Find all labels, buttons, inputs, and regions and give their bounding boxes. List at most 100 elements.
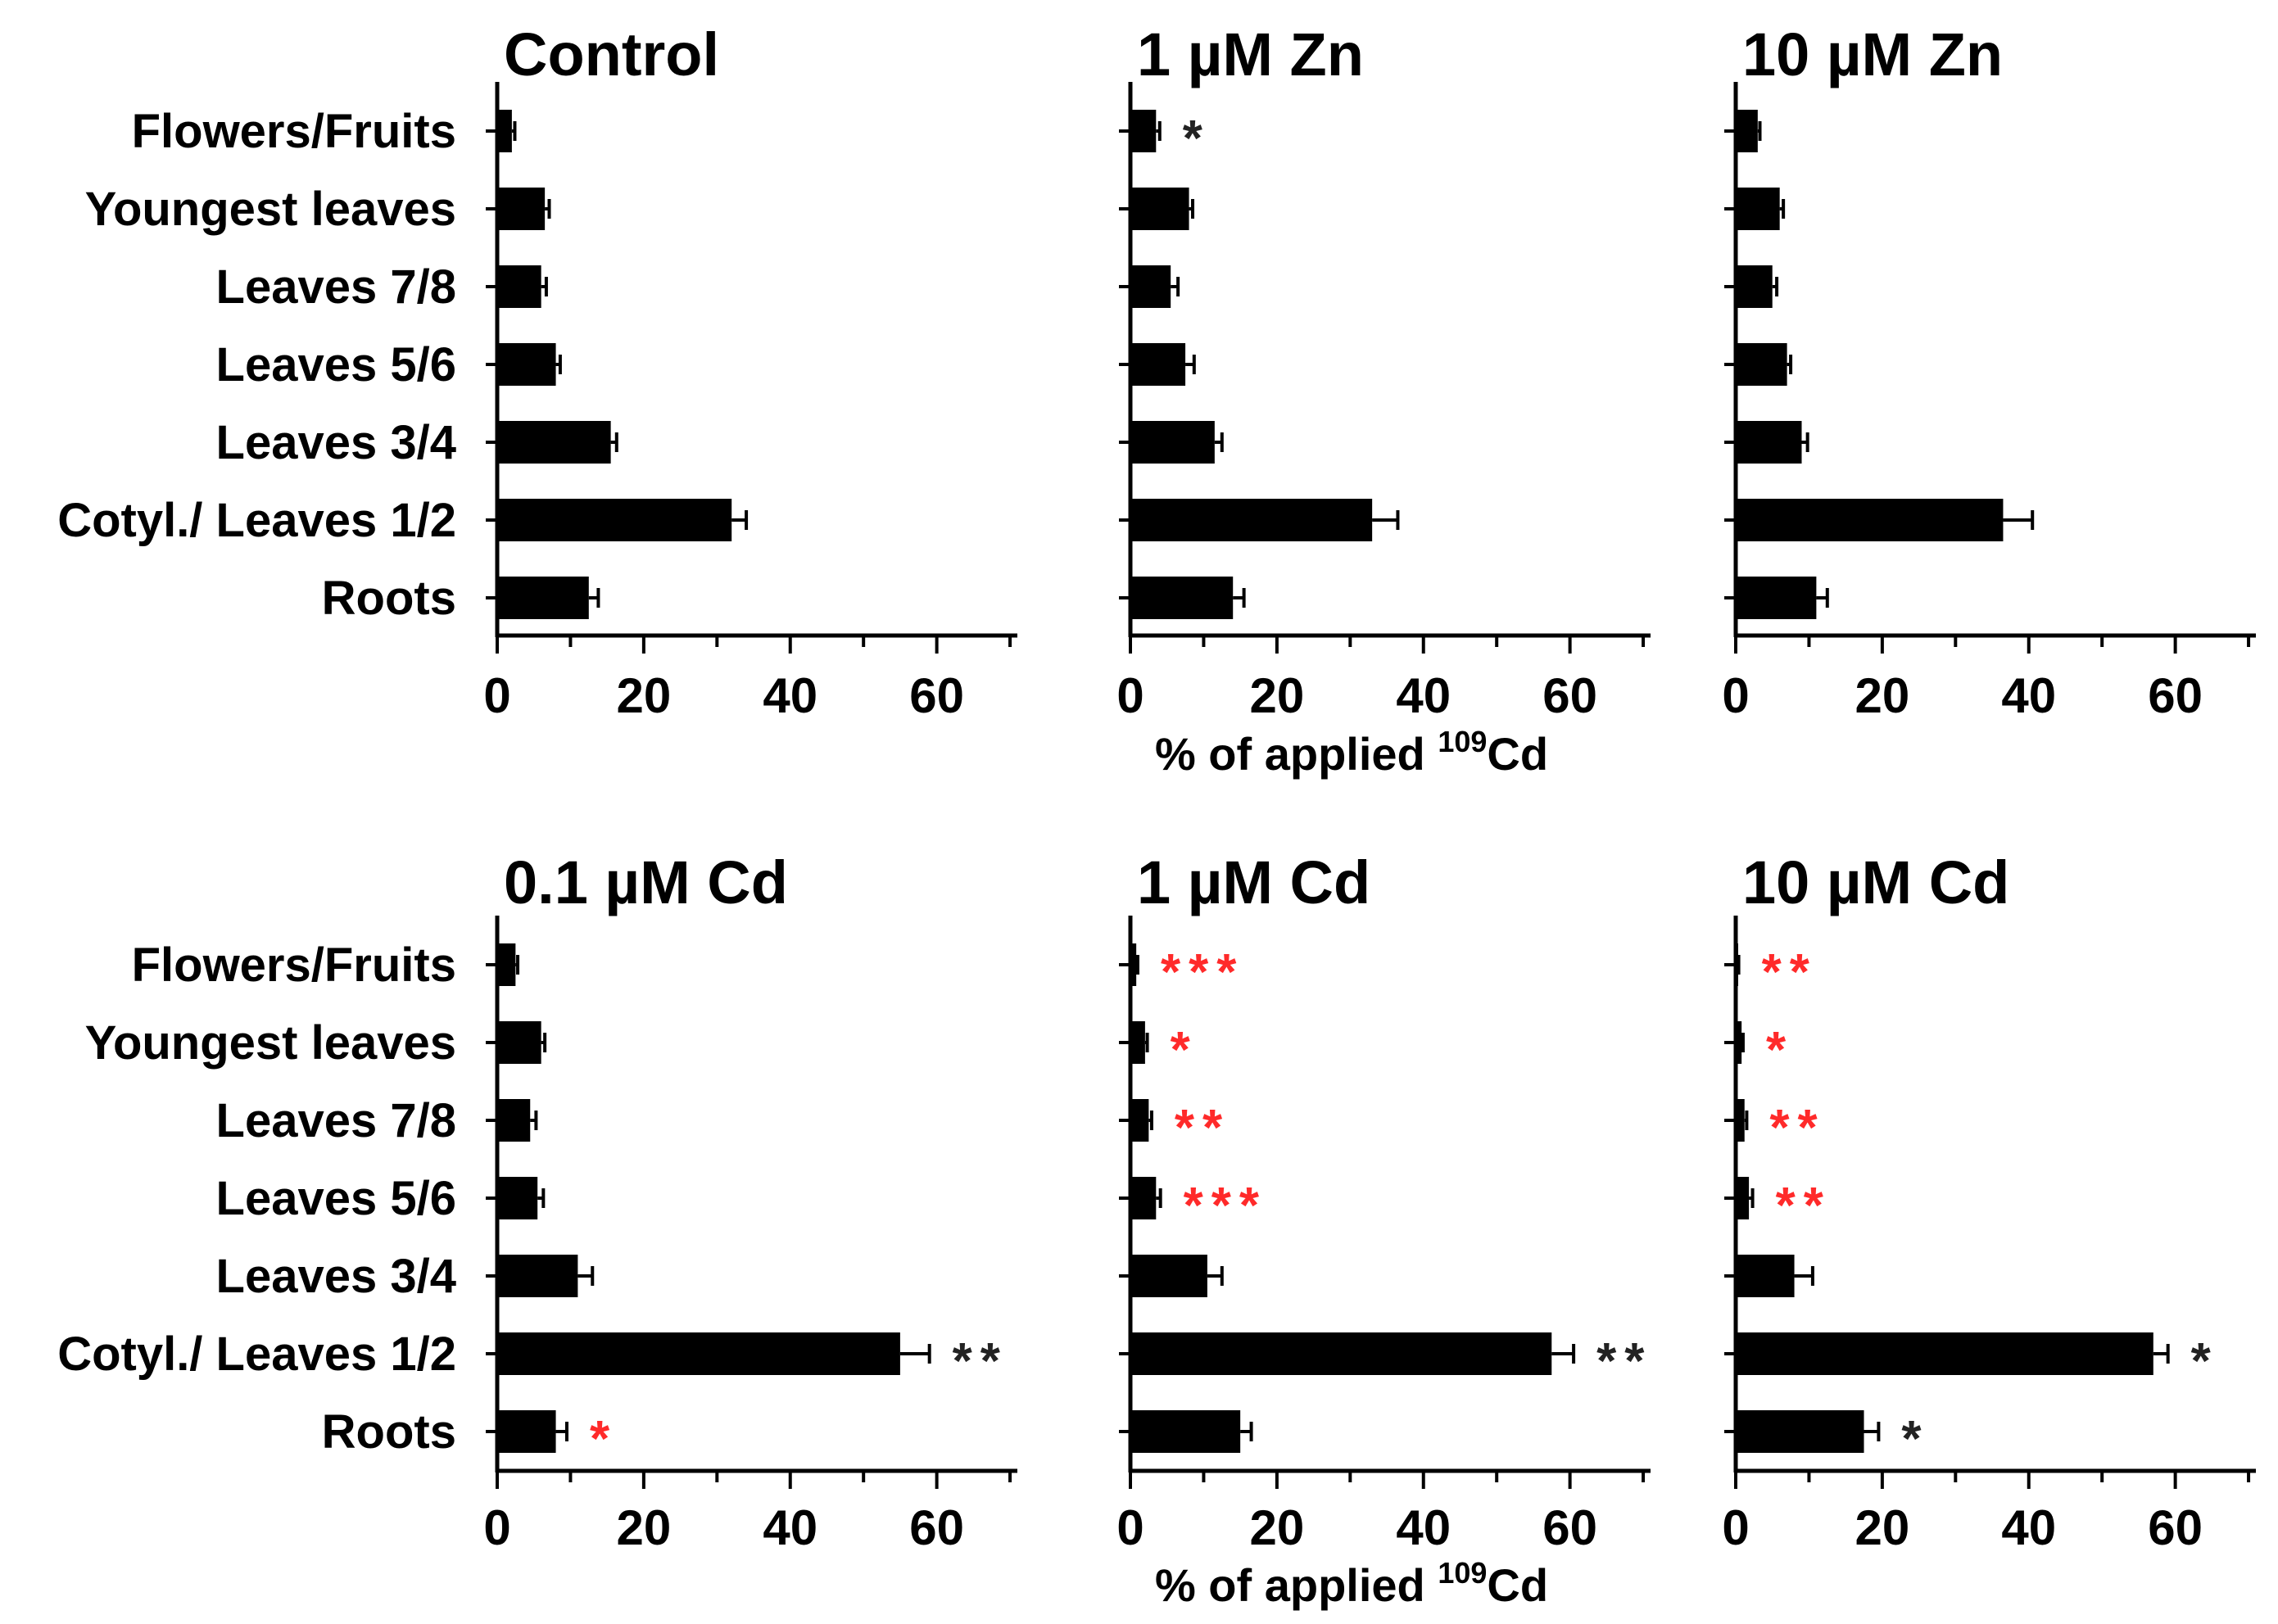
panel-4-bar bbox=[497, 1021, 541, 1064]
panel-1-category-label: Youngest leaves bbox=[85, 183, 456, 236]
panel-2-significance-marker: * bbox=[1183, 111, 1211, 167]
panel-3-x-tick-label: 40 bbox=[2001, 668, 2056, 723]
panel-2-bar bbox=[1130, 421, 1215, 464]
panel-1-bar bbox=[497, 343, 556, 386]
panel-4-bar bbox=[497, 1410, 556, 1453]
panel-3-bar bbox=[1736, 421, 1802, 464]
panel-1-bar bbox=[497, 110, 512, 152]
panel-1-bar bbox=[497, 499, 732, 541]
panel-3-bar bbox=[1736, 343, 1787, 386]
panel-2-bar bbox=[1130, 188, 1189, 230]
panel-4-x-tick-label: 60 bbox=[909, 1500, 964, 1555]
panel-5-significance-marker: *** bbox=[1161, 944, 1244, 1001]
panel-4-x-tick-label: 0 bbox=[483, 1500, 510, 1555]
panel-1-category-label: Cotyl./ Leaves 1/2 bbox=[57, 494, 456, 547]
x-axis-label-prefix: % of applied bbox=[1155, 728, 1438, 780]
panel-2-bar bbox=[1130, 110, 1157, 152]
panel-6-bar bbox=[1736, 1177, 1750, 1219]
panel-1-bar bbox=[497, 421, 611, 464]
panel-3-x-tick-label: 0 bbox=[1722, 668, 1749, 723]
panel-6-significance-marker: * bbox=[1901, 1411, 1929, 1468]
panel-4-category-label: Cotyl./ Leaves 1/2 bbox=[57, 1328, 456, 1381]
panel-6-x-tick-label: 60 bbox=[2148, 1500, 2203, 1555]
panel-4-bar bbox=[497, 1177, 538, 1219]
panel-5-significance-marker: * bbox=[1171, 1022, 1198, 1079]
panel-3-x-tick-label: 60 bbox=[2148, 668, 2203, 723]
panel-4-bar bbox=[497, 1255, 578, 1297]
panel-1-category-label: Leaves 3/4 bbox=[216, 416, 456, 469]
panel-1-category-label: Flowers/Fruits bbox=[132, 105, 456, 158]
panel-3-bar bbox=[1736, 110, 1758, 152]
panel-1-bar bbox=[497, 188, 546, 230]
panel-3-bar bbox=[1736, 188, 1780, 230]
panel-6-title: 10 µM Cd bbox=[1742, 848, 2009, 916]
panel-5-bar bbox=[1130, 1177, 1157, 1219]
panel-4-title: 0.1 µM Cd bbox=[504, 848, 788, 916]
panel-6-x-tick-label: 0 bbox=[1722, 1500, 1749, 1555]
panel-6-bar bbox=[1736, 1255, 1795, 1297]
panel-1-bar bbox=[497, 577, 589, 619]
x-axis-label-prefix: % of applied bbox=[1155, 1559, 1438, 1611]
panel-3-bar bbox=[1736, 499, 2004, 541]
panel-4-category-label: Youngest leaves bbox=[85, 1016, 456, 1070]
panel-2-x-axis-label: % of applied 109Cd bbox=[1155, 725, 1548, 780]
panel-2-bar bbox=[1130, 343, 1186, 386]
panel-1-x-tick-label: 0 bbox=[483, 668, 510, 723]
panel-2-x-tick-label: 60 bbox=[1542, 668, 1597, 723]
panel-4-x-tick-label: 40 bbox=[763, 1500, 817, 1555]
panel-4-category-label: Leaves 7/8 bbox=[216, 1094, 456, 1147]
panel-2-title: 1 µM Zn bbox=[1137, 20, 1364, 88]
panel-5-bar bbox=[1130, 1255, 1207, 1297]
panel-6-bar bbox=[1736, 943, 1738, 986]
panel-4-category-label: Roots bbox=[322, 1405, 456, 1459]
panel-3-x-tick-label: 20 bbox=[1855, 668, 1909, 723]
panel-5-significance-marker: ** bbox=[1175, 1100, 1230, 1156]
panel-1-category-label: Roots bbox=[322, 572, 456, 625]
panel-5-significance-marker: ** bbox=[1596, 1333, 1652, 1390]
panel-6-x-tick-label: 40 bbox=[2001, 1500, 2056, 1555]
panel-4-bar bbox=[497, 943, 516, 986]
panel-2-x-tick-label: 20 bbox=[1249, 668, 1304, 723]
panel-4-significance-marker: ** bbox=[953, 1333, 1008, 1390]
panel-5-x-tick-label: 60 bbox=[1542, 1500, 1597, 1555]
panel-2-bar bbox=[1130, 499, 1373, 541]
panel-4-significance-marker: * bbox=[590, 1411, 618, 1468]
panel-2-x-tick-label: 40 bbox=[1396, 668, 1451, 723]
panel-6-bar bbox=[1736, 1410, 1864, 1453]
panel-4-category-label: Flowers/Fruits bbox=[132, 939, 456, 992]
panel-1-category-label: Leaves 7/8 bbox=[216, 260, 456, 314]
panel-5-x-tick-label: 20 bbox=[1249, 1500, 1304, 1555]
panel-1-title: Control bbox=[504, 20, 719, 88]
x-axis-label-superscript: 109 bbox=[1438, 725, 1487, 758]
panel-5-x-tick-label: 0 bbox=[1116, 1500, 1144, 1555]
panel-2-bar bbox=[1130, 577, 1234, 619]
panel-1-x-tick-label: 20 bbox=[616, 668, 671, 723]
panel-1-category-label: Leaves 5/6 bbox=[216, 338, 456, 391]
panel-6-significance-marker: * bbox=[2191, 1333, 2219, 1390]
panel-2-x-tick-label: 0 bbox=[1116, 668, 1144, 723]
panel-6-significance-marker: ** bbox=[1776, 1178, 1832, 1234]
panel-6-significance-marker: ** bbox=[1762, 944, 1818, 1001]
panel-5-bar bbox=[1130, 1332, 1552, 1375]
panel-4-category-label: Leaves 3/4 bbox=[216, 1250, 456, 1303]
panel-3-title: 10 µM Zn bbox=[1742, 20, 2003, 88]
panel-5-x-axis-label: % of applied 109Cd bbox=[1155, 1556, 1548, 1611]
x-axis-label-superscript: 109 bbox=[1438, 1556, 1487, 1590]
panel-6-significance-marker: ** bbox=[1769, 1100, 1825, 1156]
panel-4-x-tick-label: 20 bbox=[616, 1500, 671, 1555]
panel-6-bar bbox=[1736, 1099, 1745, 1142]
x-axis-label-suffix: Cd bbox=[1487, 1559, 1548, 1611]
panel-1-bar bbox=[497, 265, 541, 308]
panel-5-bar bbox=[1130, 1021, 1145, 1064]
panel-4-bar bbox=[497, 1099, 531, 1142]
panel-5-significance-marker: *** bbox=[1184, 1178, 1267, 1234]
panel-6-significance-marker: * bbox=[1766, 1022, 1794, 1079]
panel-6-x-tick-label: 20 bbox=[1855, 1500, 1909, 1555]
panel-3-bar bbox=[1736, 577, 1817, 619]
panel-4-category-label: Leaves 5/6 bbox=[216, 1172, 456, 1225]
panel-1-x-tick-label: 40 bbox=[763, 668, 817, 723]
panel-6-bar bbox=[1736, 1332, 2153, 1375]
panel-3-bar bbox=[1736, 265, 1773, 308]
panel-5-bar bbox=[1130, 1099, 1149, 1142]
